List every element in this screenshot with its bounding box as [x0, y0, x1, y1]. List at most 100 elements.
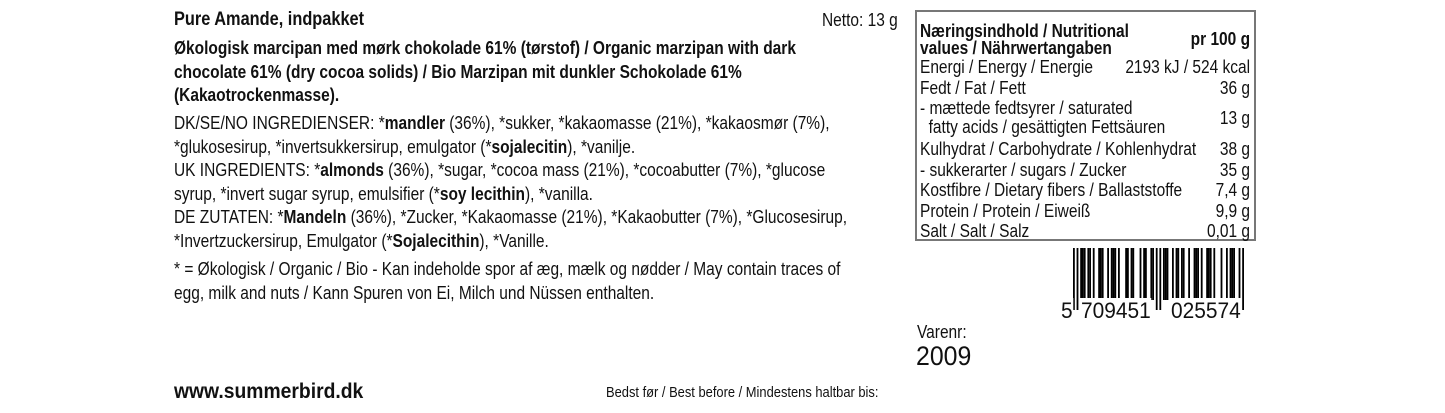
barcode-bar [1206, 248, 1208, 300]
website-link[interactable]: www.summerbird.dk [174, 380, 364, 403]
ingredient-text: ), *vanilje. [567, 137, 636, 157]
barcode-bar [1213, 248, 1216, 300]
ingredient-text: egg, milk and nuts / Kann Spuren von Ei,… [174, 283, 655, 303]
description-line: chocolate 61% (dry cocoa solids) / Bio M… [174, 61, 742, 82]
product-title: Pure Amande, indpakket [174, 9, 365, 30]
barcode-bar [1175, 248, 1178, 300]
barcode-bar [1242, 248, 1244, 310]
barcode-bar [1101, 248, 1104, 300]
nutrition-header-line: values / Nährwertangaben [920, 38, 1112, 58]
ingredient-line: *glukosesirup, *invertsukkersirup, emulg… [174, 137, 635, 157]
barcode-bar [1164, 248, 1167, 300]
nutrient-value: 13 g [1219, 108, 1250, 128]
nutrient-label: - mættede fedtsyrer / saturated [920, 98, 1133, 118]
ingredient-line: UK INGREDIENTS: *almonds (36%), *sugar, … [174, 160, 825, 180]
ingredient-text: UK INGREDIENTS: * [174, 160, 321, 180]
nutrient-label: fatty acids / gesättigten Fettsäuren [920, 117, 1166, 137]
barcode-bar [1130, 248, 1133, 300]
nutrient-value: 9,9 g [1215, 200, 1250, 221]
barcode-bar [1092, 248, 1095, 300]
nutrient-value: 36 g [1219, 77, 1250, 98]
barcode-first-digit: 5 [1060, 298, 1074, 324]
ingredient-text: (36%), *sugar, *cocoa mass (21%), *cocoa… [383, 160, 826, 180]
nutrition-row: Fedt / Fat / Fett 36 g [920, 78, 1250, 99]
barcode-bar [1087, 248, 1090, 300]
nutrient-value: 35 g [1219, 159, 1250, 180]
ingredient-text: * = Økologisk / Organic / Bio - Kan inde… [174, 259, 841, 279]
best-before-label: Bedst før / Best before / Mindestens hal… [606, 384, 879, 401]
ingredient-text: DE ZUTATEN: * [174, 207, 284, 227]
item-number: 2009 [916, 341, 972, 371]
allergen-text: sojalecitin [491, 137, 568, 157]
barcode-bar [1229, 248, 1232, 300]
allergen-text: mandler [384, 113, 445, 133]
barcode-bar [1125, 248, 1127, 300]
nutrition-row: Kostfibre / Dietary fibers / Ballaststof… [920, 180, 1250, 201]
ingredient-line: * = Økologisk / Organic / Bio - Kan inde… [174, 259, 840, 279]
barcode-bar [1082, 248, 1084, 300]
nutrient-value: 2193 kJ / 524 kcal [1125, 57, 1250, 77]
barcode-bar [1231, 248, 1234, 300]
barcode-bar [1193, 248, 1196, 300]
ingredient-text: (36%), *Zucker, *Kakaomasse (21%), *Kaka… [346, 207, 848, 227]
nutrition-header-line: Næringsindhold / Nutritional [920, 21, 1129, 41]
ingredient-text: ), *vanilla. [525, 184, 593, 204]
barcode-bar [1195, 248, 1198, 300]
barcode-bar [1107, 248, 1109, 300]
barcode-bar [1188, 248, 1190, 300]
nutrition-row: - sukkerarter / sugars / Zucker 35 g [920, 160, 1250, 181]
nutrient-value: 0,01 g [1206, 221, 1250, 241]
allergen-text: Sojalecithin [392, 231, 480, 251]
barcode-bar [1089, 248, 1091, 300]
barcode-bar [1172, 248, 1174, 300]
nutrition-row: Energi / Energy / Energie 2193 kJ / 524 k… [920, 57, 1250, 78]
barcode-bar [1143, 248, 1145, 300]
ingredient-text: *glukosesirup, *invertsukkersirup, emulg… [174, 137, 492, 157]
barcode-bar [1208, 248, 1210, 300]
barcode-bar [1200, 248, 1203, 300]
ingredient-text: DK/SE/NO INGREDIENSER: * [174, 113, 385, 133]
barcode-bar [1233, 248, 1235, 300]
barcode-bar [1080, 248, 1082, 300]
barcode-bar [1098, 248, 1100, 300]
net-weight: Netto: 13 g [822, 10, 898, 30]
barcode-bar [1118, 248, 1120, 300]
nutrition-row: Protein / Protein / Eiweiß 9,9 g [920, 201, 1250, 222]
nutrient-label: - sukkerarter / sugars / Zucker [920, 159, 1127, 180]
nutrient-label: Kulhydrat / Carbohydrate / Kohlenhydrat [920, 139, 1197, 159]
barcode-bar [1073, 248, 1075, 310]
item-number-label: Varenr: [917, 322, 967, 342]
per-100g-label: pr 100 g [1190, 29, 1250, 49]
ingredient-text: syrup, *invert sugar syrup, emulsifier (… [174, 184, 440, 204]
barcode [1073, 248, 1244, 310]
nutrition-row: - mættede fedtsyrer / saturated fatty ac… [920, 98, 1250, 139]
allergen-text: soy lecithin [439, 184, 526, 204]
barcode-bar [1112, 248, 1115, 300]
nutrient-value: 7,4 g [1215, 180, 1250, 200]
barcode-bar [1220, 248, 1223, 300]
description-line: Økologisk marcipan med mørk chokolade 61… [174, 38, 796, 58]
barcode-bar [1197, 248, 1199, 300]
barcode-bar [1182, 248, 1185, 300]
allergen-text: almonds [320, 160, 384, 180]
nutrient-value: 38 g [1219, 139, 1250, 159]
barcode-bar [1127, 248, 1129, 300]
ingredient-line: DE ZUTATEN: *Mandeln (36%), *Zucker, *Ka… [174, 207, 847, 227]
ingredient-line: *Invertzuckersirup, Emulgator (*Sojaleci… [174, 231, 549, 251]
nutrient-label: Salt / Salt / Salz [920, 221, 1030, 241]
barcode-bar [1155, 248, 1158, 310]
barcode-right-digits: 025574 [1170, 298, 1242, 324]
barcode-left-digits: 709451 [1080, 298, 1152, 324]
barcode-bar [1209, 248, 1212, 300]
nutrient-label: Kostfibre / Dietary fibers / Ballaststof… [920, 180, 1183, 200]
ingredient-line: egg, milk and nuts / Kann Spuren von Ei,… [174, 283, 654, 303]
barcode-bar [1145, 248, 1147, 300]
barcode-bar [1114, 248, 1117, 300]
description-line: (Kakaotrockenmasse). [174, 85, 340, 105]
nutrient-label: Energi / Energy / Energie [920, 57, 1093, 77]
nutrient-label: Fedt / Fat / Fett [920, 77, 1026, 98]
barcode-bar [1110, 248, 1113, 300]
barcode-bar [1159, 248, 1162, 310]
ingredient-text: ), *Vanille. [479, 231, 549, 251]
